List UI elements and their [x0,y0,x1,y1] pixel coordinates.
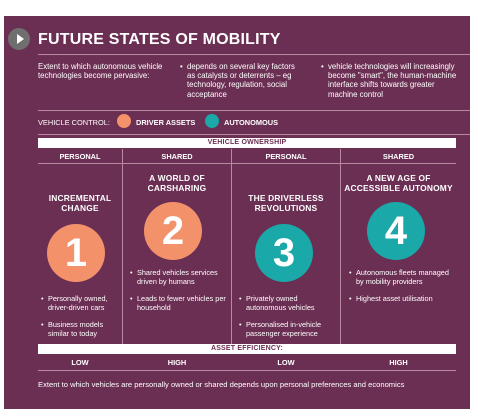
scenario-bullet: Personalised in-vehicle passenger experi… [239,320,336,338]
efficiency-value-4: HIGH [389,358,408,367]
scenario-number-badge: 2 [144,202,202,260]
scenario-column-4: SHARED A NEW AGE OF ACCESSIBLE AUTONOMY … [341,149,456,344]
column-divider [340,149,341,344]
scenario-number-badge: 4 [367,202,425,260]
column-head-divider [38,163,122,164]
column-head-divider [232,163,340,164]
column-head-divider [341,163,456,164]
scenario-title: A WORLD OF CARSHARING [147,173,207,193]
page-title: FUTURE STATES OF MOBILITY [38,31,281,48]
legend-top-divider [38,110,470,111]
autonomous-dot [205,114,219,128]
scenario-columns: PERSONAL INCREMENTAL CHANGE 1 Personally… [38,149,456,344]
column-head: SHARED [382,152,415,161]
asset-efficiency-header: ASSET EFFICIENCY: [38,344,456,354]
legend-autonomous: AUTONOMOUS [224,118,279,127]
scenario-number-badge: 1 [47,224,105,282]
scenario-title: INCREMENTAL CHANGE [48,193,112,213]
scenario-number-badge: 3 [255,224,313,282]
scenario-bullet: Business models similar to today [41,320,120,338]
scenario-bullet: Privately owned autonomous vehicles [239,294,336,312]
legend-bottom-divider [38,134,470,135]
column-head: PERSONAL [265,152,307,161]
scenario-bullet: Shared vehicles services driven by human… [130,268,227,286]
column-head: PERSONAL [59,152,101,161]
play-icon[interactable] [8,28,30,50]
footer-note: Extent to which vehicles are personally … [38,380,405,389]
column-head: SHARED [161,152,193,161]
scenario-title: THE DRIVERLESS REVOLUTIONS [248,193,324,213]
intro-bullet-smart: vehicle technologies will increasingly b… [321,62,458,99]
scenario-bullet: Autonomous fleets managed by mobility pr… [349,268,452,286]
efficiency-value-2: HIGH [167,358,187,367]
intro-bullet-factors: depends on several key factors as cataly… [180,62,305,99]
scenario-column-3: PERSONAL THE DRIVERLESS REVOLUTIONS 3 Pr… [232,149,340,344]
column-divider [231,149,232,344]
column-head-divider [123,163,231,164]
scenario-bullet: Personally owned, driver-driven cars [41,294,120,312]
efficiency-divider [38,370,456,371]
vehicle-ownership-header: VEHICLE OWNERSHIP [38,138,456,148]
legend-driver-assets: DRIVER ASSETS [136,118,196,127]
scenario-column-1: PERSONAL INCREMENTAL CHANGE 1 Personally… [38,149,122,344]
efficiency-value-1: LOW [71,358,89,367]
column-divider [122,149,123,344]
scenario-bullet: Highest asset utilisation [349,294,452,304]
efficiency-value-3: LOW [277,358,295,367]
vehicle-control-label: VEHICLE CONTROL: [38,118,110,127]
intro-text: Extent to which autonomous vehicle techn… [38,62,163,81]
scenario-column-2: SHARED A WORLD OF CARSHARING 2 Shared ve… [123,149,231,344]
scenario-bullet: Leads to fewer vehicles per household [130,294,227,312]
driver-assets-dot [117,114,131,128]
scenario-title: A NEW AGE OF ACCESSIBLE AUTONOMY [344,173,453,193]
title-divider [38,54,470,55]
